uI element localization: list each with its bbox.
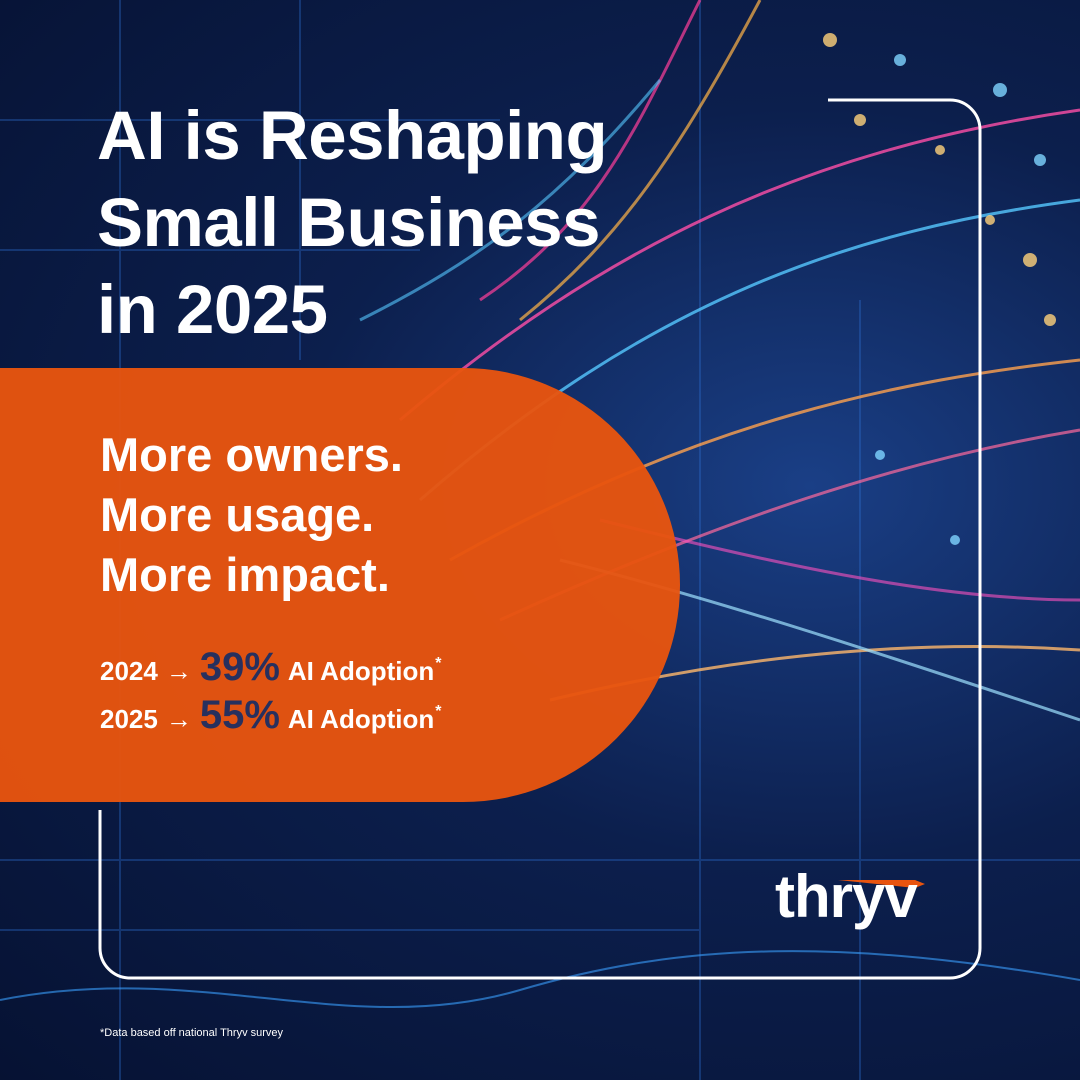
stat-arrow: →	[165, 656, 192, 686]
stat-label: AI Adoption	[287, 656, 435, 686]
footnote: *Data based off national Thryv survey	[100, 1027, 284, 1039]
stat-percent: 55%	[199, 693, 280, 737]
orange-panel	[0, 368, 680, 802]
title-line: in 2025	[97, 271, 328, 348]
taglines: More owners. More usage. More impact.	[100, 425, 403, 605]
stat: 2024 → 39% AI Adoption *	[100, 645, 441, 693]
logo: thryv	[775, 863, 918, 930]
stats: 2024 → 39% AI Adoption * 2025 → 55% AI A…	[100, 645, 441, 741]
tagline: More impact.	[100, 548, 390, 601]
stat: 2025 → 55% AI Adoption *	[100, 693, 441, 741]
tagline: More usage.	[100, 488, 375, 541]
title-line: Small Business	[97, 184, 601, 261]
logo-arrow	[838, 880, 925, 888]
stat-footnote-mark: *	[435, 703, 442, 720]
stat-footnote-mark: *	[435, 655, 442, 672]
title-line: AI is Reshaping	[97, 97, 608, 174]
stat-year: 2025	[100, 704, 158, 734]
stat-year: 2024	[100, 656, 158, 686]
stat-label: AI Adoption	[287, 704, 435, 734]
title: AI is Reshaping Small Business in 2025	[97, 92, 608, 353]
stat-arrow: →	[165, 704, 192, 734]
frame	[98, 98, 982, 980]
stat-percent: 39%	[199, 645, 280, 689]
tagline: More owners.	[100, 428, 403, 481]
